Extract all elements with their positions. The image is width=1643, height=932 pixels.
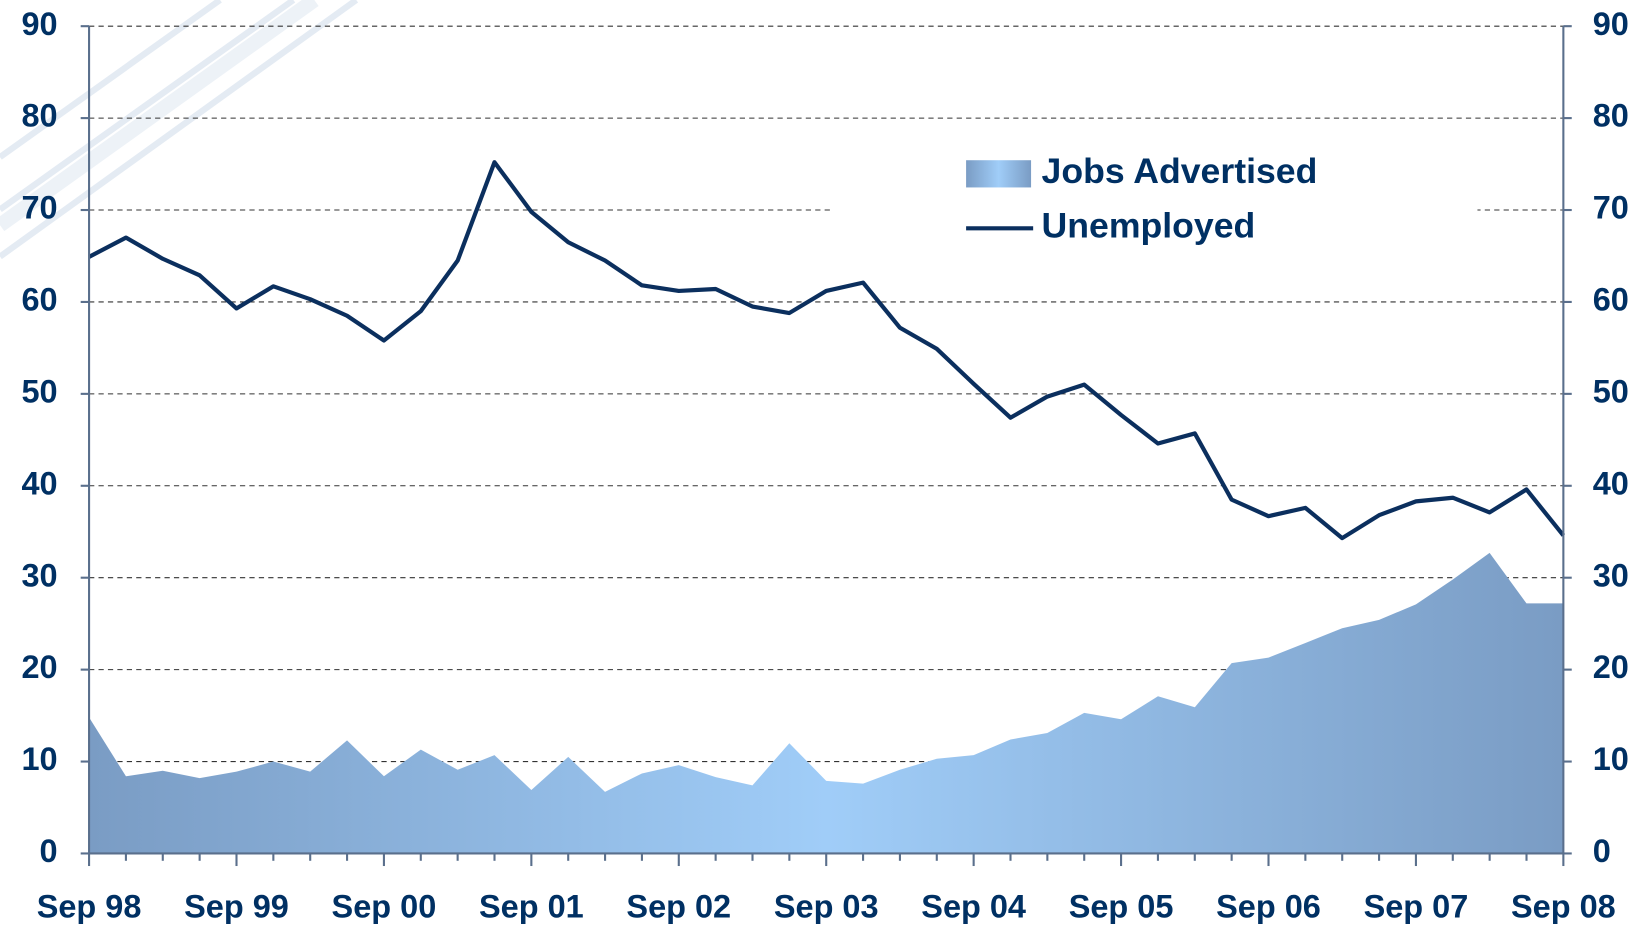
x-tick-label: Sep 06	[1216, 889, 1321, 925]
legend-label: Unemployed	[1042, 206, 1256, 246]
x-tick-label: Sep 08	[1511, 889, 1616, 925]
y-tick-label: 50	[21, 373, 57, 409]
y2-tick-label: 70	[1593, 190, 1629, 226]
x-tick-label: Sep 02	[626, 889, 731, 925]
x-tick-label: Sep 07	[1364, 889, 1469, 925]
x-tick-label: Sep 00	[332, 889, 437, 925]
legend-swatch	[966, 160, 1032, 188]
area	[89, 552, 1564, 854]
y-tick-label: 70	[21, 190, 57, 226]
line	[88, 160, 1565, 541]
y2-tick-label: 40	[1593, 465, 1629, 501]
y2-tick-label: 60	[1593, 282, 1629, 318]
y-tick-label: 60	[21, 282, 57, 318]
x-tick-label: Sep 05	[1069, 889, 1174, 925]
y-tick-label: 10	[21, 741, 57, 777]
x-tick-label: Sep 03	[774, 889, 879, 925]
y2-tick-label: 50	[1593, 373, 1629, 409]
y-tick-label: 80	[21, 98, 57, 134]
y2-tick-label: 80	[1593, 98, 1629, 134]
x-tick-label: Sep 01	[479, 889, 584, 925]
y2-tick-label: 10	[1593, 741, 1629, 777]
y-tick-label: 20	[21, 649, 57, 685]
y2-tick-label: 90	[1593, 6, 1629, 42]
y-tick-label: 0	[40, 833, 58, 869]
legend-box	[833, 146, 1478, 252]
y2-tick-label: 20	[1593, 649, 1629, 685]
y-tick-label: 30	[21, 557, 57, 593]
y-tick-label: 40	[21, 465, 57, 501]
y-tick-label: 90	[21, 6, 57, 42]
legend-label: Jobs Advertised	[1042, 151, 1318, 191]
x-tick-label: Sep 04	[921, 889, 1026, 925]
y2-tick-label: 0	[1593, 833, 1611, 869]
x-tick-label: Sep 99	[184, 889, 289, 925]
x-tick-label: Sep 98	[37, 889, 142, 925]
y2-tick-label: 30	[1593, 557, 1629, 593]
